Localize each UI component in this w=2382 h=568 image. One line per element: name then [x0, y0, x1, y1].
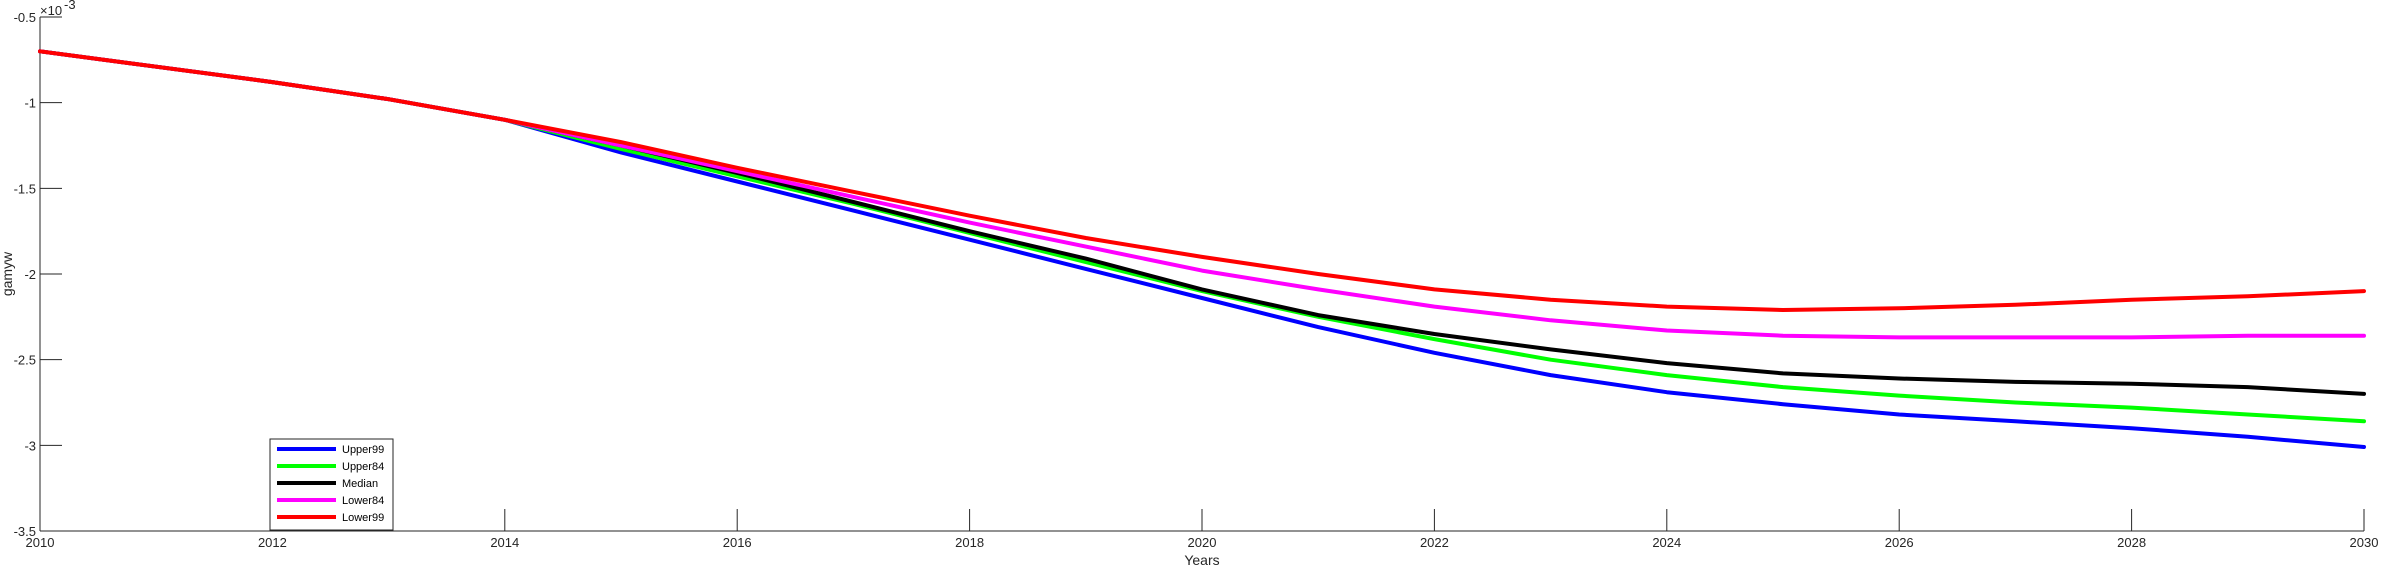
x-tick-label: 2030 — [2350, 535, 2379, 550]
x-tick-label: 2014 — [490, 535, 519, 550]
x-tick-label: 2024 — [1652, 535, 1681, 550]
y-tick-label: -2 — [24, 267, 36, 282]
y-tick-label: -3.5 — [14, 524, 36, 539]
x-tick-label: 2018 — [955, 535, 984, 550]
y-tick-label: -1.5 — [14, 181, 36, 196]
x-tick-label: 2026 — [1885, 535, 1914, 550]
x-tick-label: 2020 — [1188, 535, 1217, 550]
x-tick-label: 2022 — [1420, 535, 1449, 550]
y-tick-label: -1 — [24, 96, 36, 111]
series-group — [38, 49, 2366, 449]
legend: Upper99 Upper84 Median Lower84 Lower99 — [269, 438, 394, 531]
x-tick-label: 2016 — [723, 535, 752, 550]
x-tick-label: 2010 — [26, 535, 55, 550]
series-line-upper99 — [38, 49, 2366, 449]
y-tick-label: -0.5 — [14, 10, 36, 25]
y-tick-label: -3 — [24, 438, 36, 453]
y-multiplier-exponent: -3 — [64, 0, 76, 12]
series-line-lower84 — [38, 49, 2366, 340]
legend-label-upper99: Upper99 — [342, 444, 384, 456]
x-tick-label: 2028 — [2117, 535, 2146, 550]
y-axis-title: gamyw — [0, 251, 15, 296]
legend-label-lower99: Lower99 — [342, 512, 384, 524]
series-line-lower99 — [38, 49, 2366, 312]
x-tick-label: 2012 — [258, 535, 287, 550]
y-multiplier-label: ×10 — [40, 3, 62, 18]
series-line-upper84 — [38, 49, 2366, 424]
series-line-median — [38, 49, 2366, 396]
legend-label-upper84: Upper84 — [342, 461, 384, 473]
legend-label-median: Median — [342, 478, 378, 490]
y-tick-label: -2.5 — [14, 353, 36, 368]
legend-label-lower84: Lower84 — [342, 495, 384, 507]
x-axis-title: Years — [1184, 552, 1219, 568]
